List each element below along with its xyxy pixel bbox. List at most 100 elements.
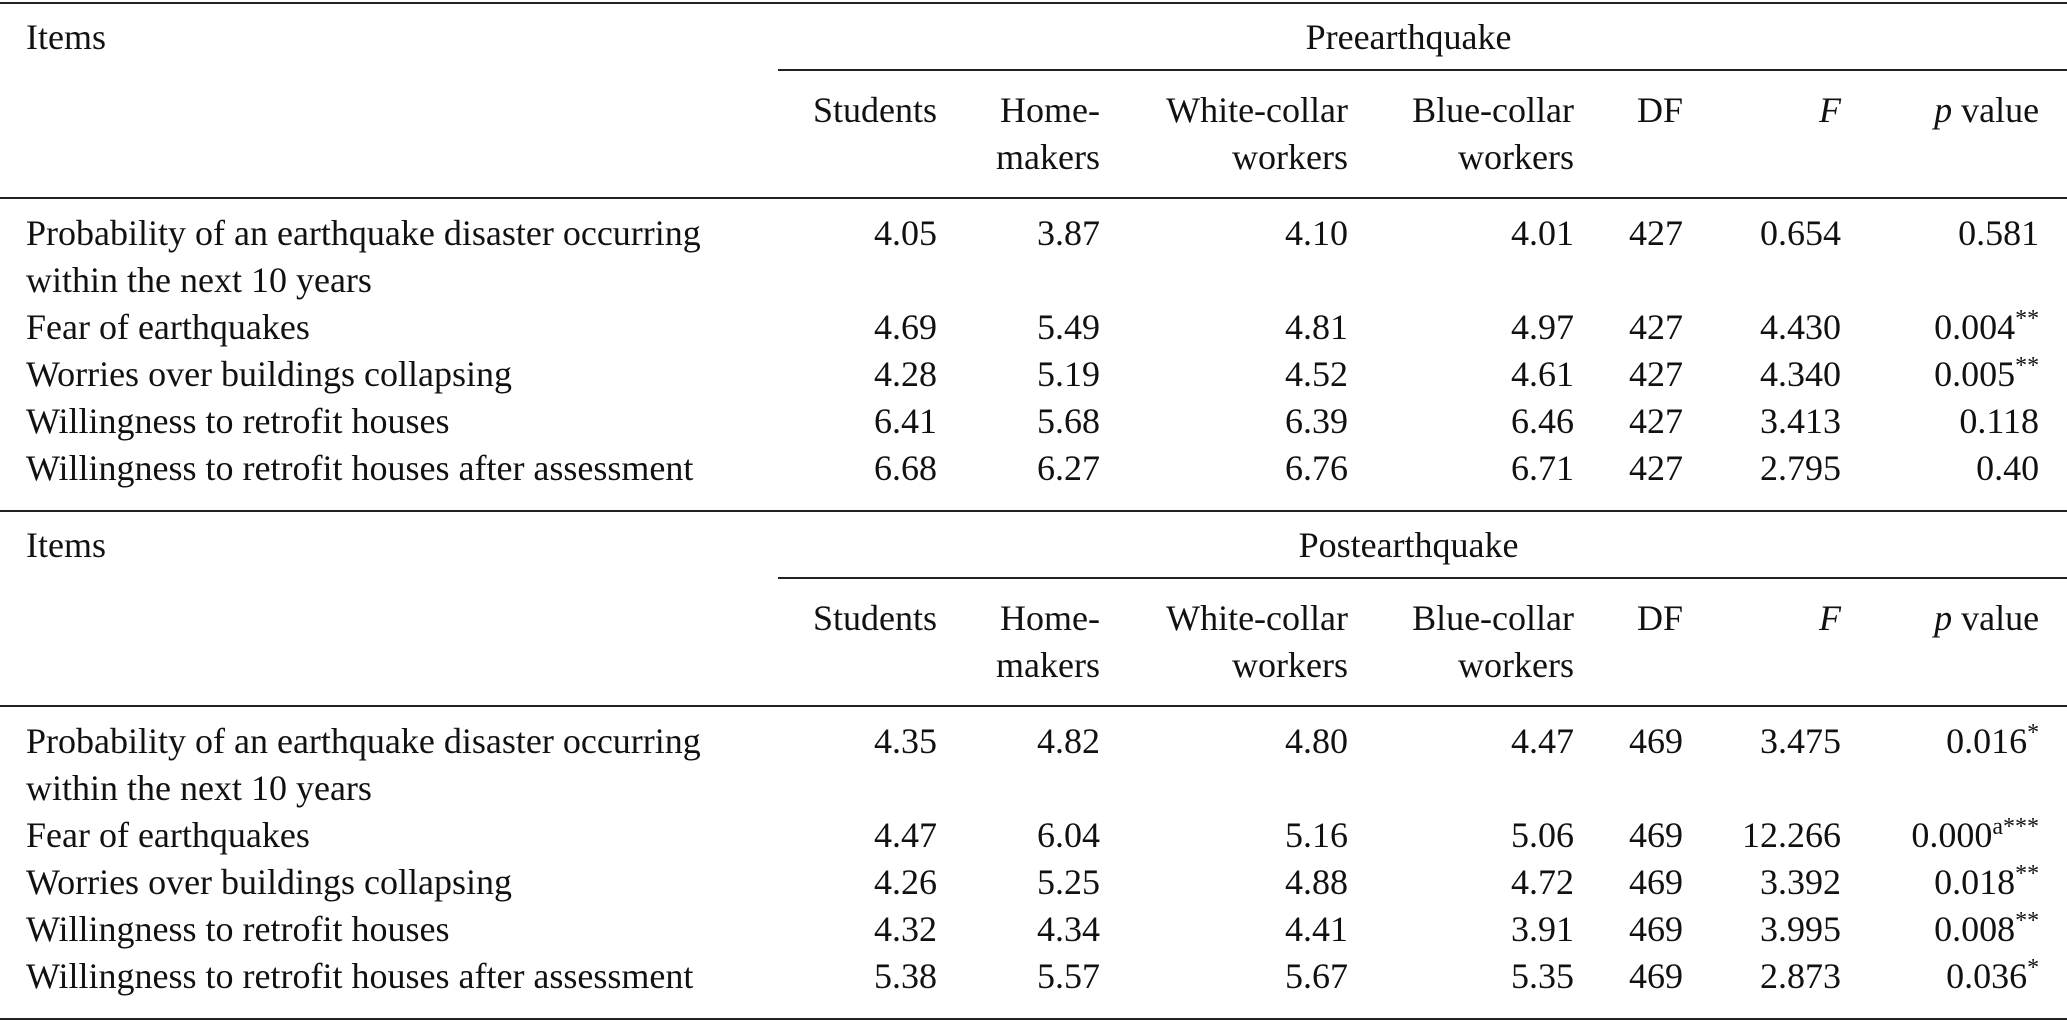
header-line: Home-	[1000, 90, 1100, 130]
value-cell: 469	[1629, 862, 1683, 902]
group-header: Postearthquake	[778, 511, 2067, 579]
value-cell: 427	[1629, 213, 1683, 253]
value-cell: 4.35	[874, 721, 937, 761]
item-label: Worries over buildings collapsing	[26, 354, 513, 394]
p-value-cell: 0.036*	[1841, 953, 2067, 1020]
item-label: Willingness to retrofit houses after ass…	[0, 953, 778, 1020]
column-header: Students	[778, 578, 937, 707]
value-cell: 5.16	[1285, 815, 1348, 855]
p-value: 0.118	[1959, 401, 2040, 441]
p-value-cell: 0.118	[1841, 398, 2067, 445]
value-cell: 6.41	[874, 401, 937, 441]
value-cell: 427	[1629, 354, 1683, 394]
value-cell: 0.654	[1760, 213, 1841, 253]
significance: **	[2015, 861, 2040, 887]
data-row: Worries over buildings collapsing 4.26 5.2…	[0, 859, 2067, 906]
p-value: 0.004	[1934, 307, 2016, 347]
data-row: Willingness to retrofit houses 6.41 5.68 6.…	[0, 398, 2067, 445]
significance: **	[2015, 306, 2040, 332]
column-header: White-collar workers	[1100, 578, 1348, 707]
value-cell: 6.71	[1348, 445, 1574, 512]
item-label: Willingness to retrofit houses	[26, 401, 450, 441]
items-header: Items	[26, 525, 106, 565]
header-line: F	[1819, 90, 1841, 130]
table-section: Items Preearthquake Students Home-makers Whi…	[0, 2, 2067, 512]
value-cell: 5.68	[1037, 401, 1100, 441]
column-header: p value	[1841, 578, 2067, 707]
p-value-cell: 0.581	[1841, 198, 2067, 304]
value-cell: 3.413	[1760, 401, 1841, 441]
empty-cell	[0, 578, 778, 707]
value-cell: 3.392	[1760, 862, 1841, 902]
p-value-cell: 0.40	[1841, 445, 2067, 512]
column-header: Students	[778, 70, 937, 199]
value-cell: 4.430	[1760, 307, 1841, 347]
value-cell: 3.475	[1760, 721, 1841, 761]
column-header: DF	[1574, 70, 1683, 199]
p-value: 0.40	[1976, 448, 2040, 488]
header-line: Blue-collar	[1412, 598, 1574, 638]
p-value: 0.581	[1958, 213, 2040, 253]
value-cell: 6.27	[937, 445, 1100, 512]
item-label: Fear of earthquakes	[26, 307, 310, 347]
significance: a***	[1992, 814, 2040, 840]
column-header: p value	[1841, 70, 2067, 199]
value-cell: 12.266	[1742, 815, 1841, 855]
value-cell: 4.47	[874, 815, 937, 855]
data-row: Willingness to retrofit houses after ass…	[0, 953, 2067, 1020]
value-cell: 469	[1574, 953, 1683, 1020]
value-cell: 4.05	[874, 213, 937, 253]
header-line: workers	[1458, 137, 1574, 177]
p-value-cell: 0.004**	[1841, 304, 2067, 351]
value-cell: 2.795	[1683, 445, 1841, 512]
value-cell: 3.87	[1037, 213, 1100, 253]
column-header: Blue-collar workers	[1348, 70, 1574, 199]
data-row: Fear of earthquakes 4.47 6.04 5.16 5.06 469 12…	[0, 812, 2067, 859]
p-value-cell: 0.018**	[1841, 859, 2067, 906]
header-line: Students	[812, 90, 937, 130]
value-cell: 6.46	[1511, 401, 1574, 441]
item-label: Worries over buildings collapsing	[26, 862, 513, 902]
header-row: Students Home-makers White-collar workers Bl…	[0, 70, 2067, 199]
header-line: workers	[1232, 645, 1348, 685]
value-cell: 4.97	[1511, 307, 1574, 347]
p-value-cell: 0.008**	[1841, 906, 2067, 953]
data-row: Fear of earthquakes 4.69 5.49 4.81 4.97 427 4.…	[0, 304, 2067, 351]
item-label: Probability of an earthquake disaster oc…	[26, 721, 701, 808]
value-cell: 6.68	[778, 445, 937, 512]
header-line: workers	[1458, 645, 1574, 685]
p-value-cell: 0.016*	[1841, 706, 2067, 812]
header-line: White-collar	[1166, 90, 1348, 130]
value-cell: 469	[1629, 815, 1683, 855]
p-value: 0.008	[1934, 909, 2016, 949]
p-value: 0.018	[1934, 862, 2016, 902]
column-header: White-collar workers	[1100, 70, 1348, 199]
items-header: Items	[0, 2, 778, 70]
header-line: White-collar	[1166, 598, 1348, 638]
significance: *	[2027, 955, 2040, 981]
value-cell: 4.61	[1511, 354, 1574, 394]
significance: *	[2027, 720, 2040, 746]
value-cell: 427	[1629, 401, 1683, 441]
header-line: Blue-collar	[1412, 90, 1574, 130]
item-label: Willingness to retrofit houses	[26, 909, 450, 949]
value-cell: 6.39	[1285, 401, 1348, 441]
value-cell: 6.76	[1100, 445, 1348, 512]
value-cell: 4.88	[1285, 862, 1348, 902]
value-cell: 4.340	[1760, 354, 1841, 394]
value-cell: 5.06	[1511, 815, 1574, 855]
p-value: 0.000	[1911, 815, 1993, 855]
header-text: value	[1961, 598, 2040, 638]
group-row: Items Preearthquake	[0, 2, 2067, 71]
value-cell: 4.34	[1037, 909, 1100, 949]
value-cell: 3.995	[1760, 909, 1841, 949]
header-line: makers	[996, 137, 1100, 177]
value-cell: 5.25	[1037, 862, 1100, 902]
p-value: 0.036	[1946, 956, 2028, 996]
value-cell: 5.67	[1100, 953, 1348, 1020]
value-cell: 5.38	[778, 953, 937, 1020]
value-cell: 5.57	[937, 953, 1100, 1020]
header-line: Home-	[1000, 598, 1100, 638]
significance: **	[2015, 908, 2040, 934]
